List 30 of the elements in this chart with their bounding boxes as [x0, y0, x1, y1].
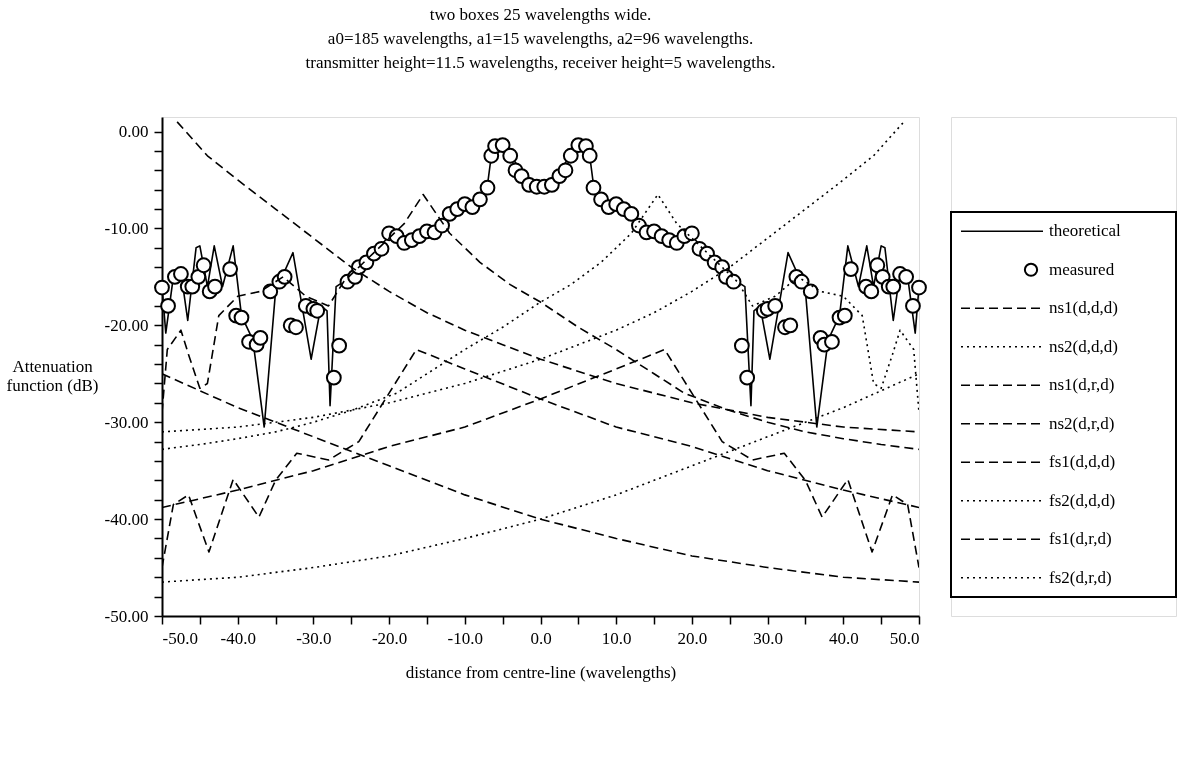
y-tick-label: -20.00 — [104, 315, 149, 335]
y-tick-label: -10.00 — [104, 218, 149, 238]
legend-label: measured — [1049, 259, 1115, 279]
x-tick-label: 40.0 — [828, 628, 859, 648]
legend-label: fs1(d,d,d) — [1049, 452, 1116, 472]
y-tick-label: 0.00 — [118, 122, 149, 142]
x-tick-label: -40.0 — [220, 628, 256, 648]
y-tick-label: -30.00 — [104, 412, 149, 432]
x-tick-label: 50.0 — [889, 628, 920, 648]
legend-label: fs2(d,d,d) — [1049, 490, 1116, 510]
legend-label: ns2(d,d,d) — [1049, 336, 1118, 356]
x-tick-label: -10.0 — [447, 628, 484, 648]
x-tick-label: 30.0 — [753, 628, 783, 648]
x-tick-label: -20.0 — [371, 628, 408, 648]
x-tick-label: -50.0 — [162, 628, 198, 648]
legend-label: fs1(d,r,d) — [1049, 529, 1112, 549]
y-tick-label: -40.00 — [104, 509, 149, 529]
x-axis-title: distance from centre-line (wavelengths) — [405, 662, 677, 682]
x-tick-label: 10.0 — [601, 628, 632, 648]
legend-label: theoretical — [1049, 221, 1122, 241]
x-tick-label: 0.0 — [530, 628, 552, 648]
chart-title: two boxes 25 wavelengths wide. a0=185 wavelengths, a1=15 wavelengths, a2=96 wavelengths. transmitter height=11.5 wavelengths, receiver height=5 wavelengths. — [305, 5, 776, 72]
y-tick-label: -50.00 — [104, 606, 149, 626]
legend-label: fs2(d,r,d) — [1049, 567, 1112, 587]
x-tick-label: 20.0 — [677, 628, 708, 648]
y-axis-title: Attenuation function (dB) — [6, 357, 99, 395]
legend-label: ns1(d,r,d) — [1049, 375, 1115, 395]
legend-label: ns2(d,r,d) — [1049, 413, 1115, 433]
x-tick-label: -30.0 — [296, 628, 332, 648]
legend-label: ns1(d,d,d) — [1049, 298, 1118, 318]
